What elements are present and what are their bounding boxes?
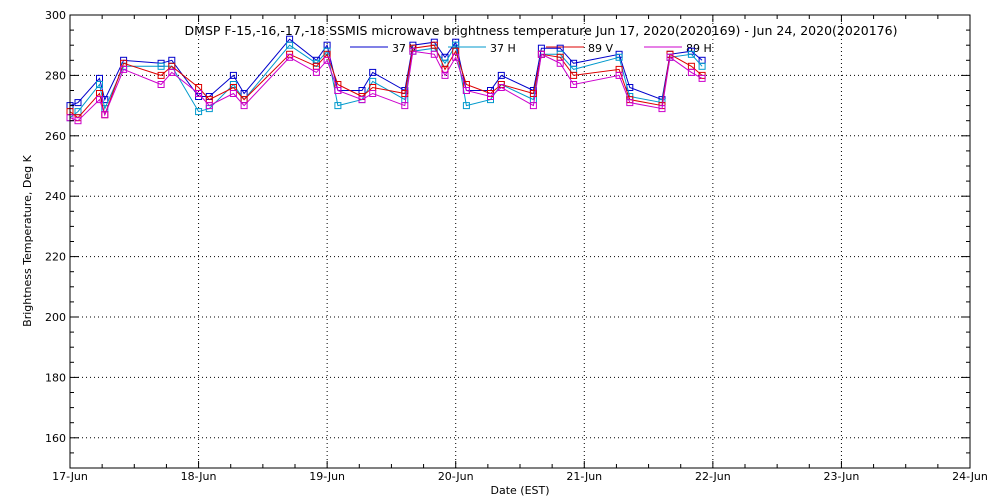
data-point	[101, 111, 109, 119]
data-point	[626, 99, 634, 107]
data-point	[286, 41, 294, 49]
data-point	[570, 71, 578, 79]
x-tick-label: 20-Jun	[438, 470, 474, 483]
data-point	[96, 81, 103, 88]
data-point	[157, 71, 165, 79]
x-tick-label: 18-Jun	[181, 470, 217, 483]
data-point	[323, 56, 331, 64]
series-line	[69, 43, 703, 119]
data-point	[358, 96, 366, 104]
data-point	[430, 41, 438, 49]
legend-label: 37 H	[490, 42, 516, 55]
data-point	[487, 93, 494, 100]
data-point	[101, 96, 109, 104]
plot-frame	[69, 14, 971, 469]
data-point	[229, 90, 237, 97]
y-tick-label: 160	[45, 432, 66, 445]
series-line	[69, 44, 703, 119]
data-point	[666, 53, 674, 61]
data-point	[615, 71, 623, 79]
data-point	[74, 99, 82, 107]
series-line	[69, 50, 703, 122]
grid-lines	[70, 15, 970, 468]
data-point	[698, 62, 706, 70]
data-point	[497, 84, 505, 91]
data-point	[615, 53, 623, 61]
x-tick-label: 24-Jun	[952, 470, 988, 483]
series-layer	[66, 35, 706, 125]
y-tick-label: 220	[45, 251, 66, 264]
y-tick-label: 300	[45, 9, 66, 22]
y-axis-label: Brightness Temperature, Deg K	[21, 154, 34, 326]
data-point	[626, 84, 634, 91]
data-point	[168, 68, 176, 76]
data-point	[698, 74, 706, 82]
data-point	[286, 53, 294, 61]
y-tick-label: 200	[45, 311, 66, 324]
data-point	[334, 102, 342, 110]
data-point	[229, 71, 237, 79]
data-point	[537, 50, 545, 58]
data-point	[401, 90, 409, 97]
data-point	[462, 102, 470, 110]
x-tick-label: 21-Jun	[566, 470, 602, 483]
x-tick-label: 22-Jun	[695, 470, 731, 483]
data-point	[409, 47, 417, 55]
data-point	[658, 105, 666, 113]
x-tick-label: 23-Jun	[824, 470, 860, 483]
data-point	[195, 108, 203, 116]
chart-legend: 37 V 37 H 89 V 89 H	[350, 42, 712, 55]
series-89-h	[66, 47, 706, 125]
y-tick-label: 280	[45, 69, 66, 82]
data-point	[369, 68, 377, 76]
data-point	[120, 65, 128, 73]
chart-title: DMSP F-15,-16,-17,-18 SSMIS microwave br…	[185, 23, 898, 38]
data-point	[430, 50, 438, 58]
data-point	[369, 90, 377, 97]
x-tick-label: 17-Jun	[52, 470, 88, 483]
data-point	[96, 96, 103, 104]
data-point	[205, 102, 213, 110]
y-axis: 160 180 200 220 240 260 280 300	[45, 9, 970, 454]
data-point	[312, 68, 320, 76]
data-point	[462, 87, 470, 94]
data-point	[497, 71, 505, 79]
data-point	[74, 117, 82, 125]
x-tick-label: 19-Jun	[309, 470, 345, 483]
y-tick-label: 180	[45, 371, 66, 384]
data-point	[529, 102, 537, 110]
data-point	[687, 50, 695, 58]
x-axis-label: Date (EST)	[490, 484, 549, 497]
y-tick-label: 240	[45, 190, 66, 203]
data-point	[441, 71, 449, 79]
data-point	[529, 90, 537, 97]
data-point	[570, 81, 578, 88]
y-tick-label: 260	[45, 130, 66, 143]
legend-label: 89 V	[588, 42, 613, 55]
data-point	[556, 59, 564, 67]
data-point	[240, 102, 248, 110]
data-point	[157, 81, 165, 88]
data-point	[334, 87, 342, 94]
data-point	[157, 62, 165, 70]
data-point	[452, 53, 460, 61]
data-point	[195, 90, 203, 97]
data-point	[401, 102, 409, 110]
x-axis: 17-Jun 18-Jun 19-Jun 20-Jun 21-Jun 22-Jun 23-J…	[52, 15, 988, 483]
data-point	[687, 68, 695, 76]
